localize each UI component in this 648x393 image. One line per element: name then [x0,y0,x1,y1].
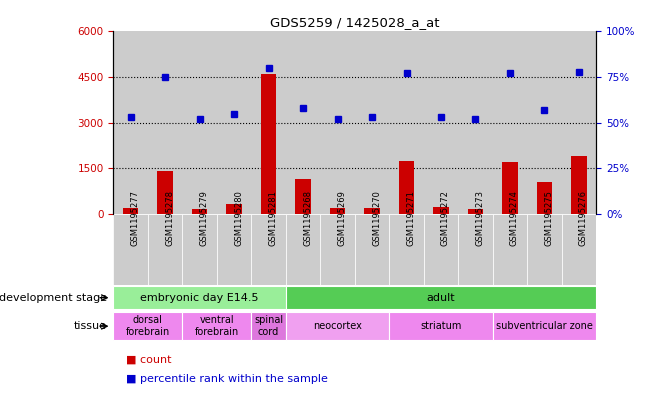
Bar [320,214,355,285]
Bar [192,209,207,214]
Text: GSM1195269: GSM1195269 [338,190,347,246]
Bar [286,286,596,309]
Bar [260,74,276,214]
Bar [562,31,596,214]
Bar [389,214,424,285]
Text: GSM1195276: GSM1195276 [579,190,588,246]
Bar [286,214,320,285]
Bar [355,31,389,214]
Bar [502,162,518,214]
Text: GSM1195272: GSM1195272 [441,190,450,246]
Bar [320,31,355,214]
Bar [182,31,217,214]
Text: GSM1195274: GSM1195274 [510,190,519,246]
Bar [355,214,389,285]
Bar [492,312,596,340]
Bar [113,31,148,214]
Bar [251,214,286,285]
Text: development stage: development stage [0,293,107,303]
Bar [562,214,596,285]
Text: neocortex: neocortex [313,321,362,331]
Bar [537,182,552,214]
Text: GSM1195278: GSM1195278 [165,190,174,246]
Bar [286,312,389,340]
Text: GSM1195268: GSM1195268 [303,190,312,246]
Bar [251,31,286,214]
Bar [182,312,251,340]
Bar [217,31,251,214]
Text: ■ percentile rank within the sample: ■ percentile rank within the sample [126,374,329,384]
Bar [148,214,182,285]
Text: GSM1195277: GSM1195277 [131,190,139,246]
Text: ventral
forebrain: ventral forebrain [194,316,239,337]
Bar [113,214,148,285]
Bar [226,204,242,214]
Bar [399,161,414,214]
Bar [123,208,139,214]
Bar [458,214,492,285]
Text: adult: adult [426,293,456,303]
Bar [492,214,527,285]
Text: GSM1195279: GSM1195279 [200,190,209,246]
Text: GSM1195271: GSM1195271 [406,190,415,246]
Bar [527,31,562,214]
Text: striatum: striatum [421,321,461,331]
Text: GSM1195273: GSM1195273 [476,190,485,246]
Text: embryonic day E14.5: embryonic day E14.5 [141,293,259,303]
Bar [434,207,449,214]
Bar [286,31,320,214]
Bar [468,209,483,214]
Bar [364,208,380,214]
Bar [113,312,182,340]
Bar [295,179,311,214]
Text: GSM1195281: GSM1195281 [268,190,277,246]
Bar [389,31,424,214]
Bar [217,214,251,285]
Text: spinal
cord: spinal cord [254,316,283,337]
Bar [157,171,173,214]
Bar [148,31,182,214]
Bar [424,214,458,285]
Bar [424,31,458,214]
Bar [458,31,492,214]
Text: subventricular zone: subventricular zone [496,321,593,331]
Bar [113,286,286,309]
Bar [330,208,345,214]
Text: dorsal
forebrain: dorsal forebrain [126,316,170,337]
Bar [492,31,527,214]
Text: tissue: tissue [74,321,107,331]
Text: ■ count: ■ count [126,355,172,365]
Text: GSM1195280: GSM1195280 [234,190,243,246]
Bar [527,214,562,285]
Text: GSM1195275: GSM1195275 [544,190,553,246]
Bar [389,312,492,340]
Title: GDS5259 / 1425028_a_at: GDS5259 / 1425028_a_at [270,16,439,29]
Text: GSM1195270: GSM1195270 [372,190,381,246]
Bar [182,214,217,285]
Bar [571,156,586,214]
Bar [251,312,286,340]
